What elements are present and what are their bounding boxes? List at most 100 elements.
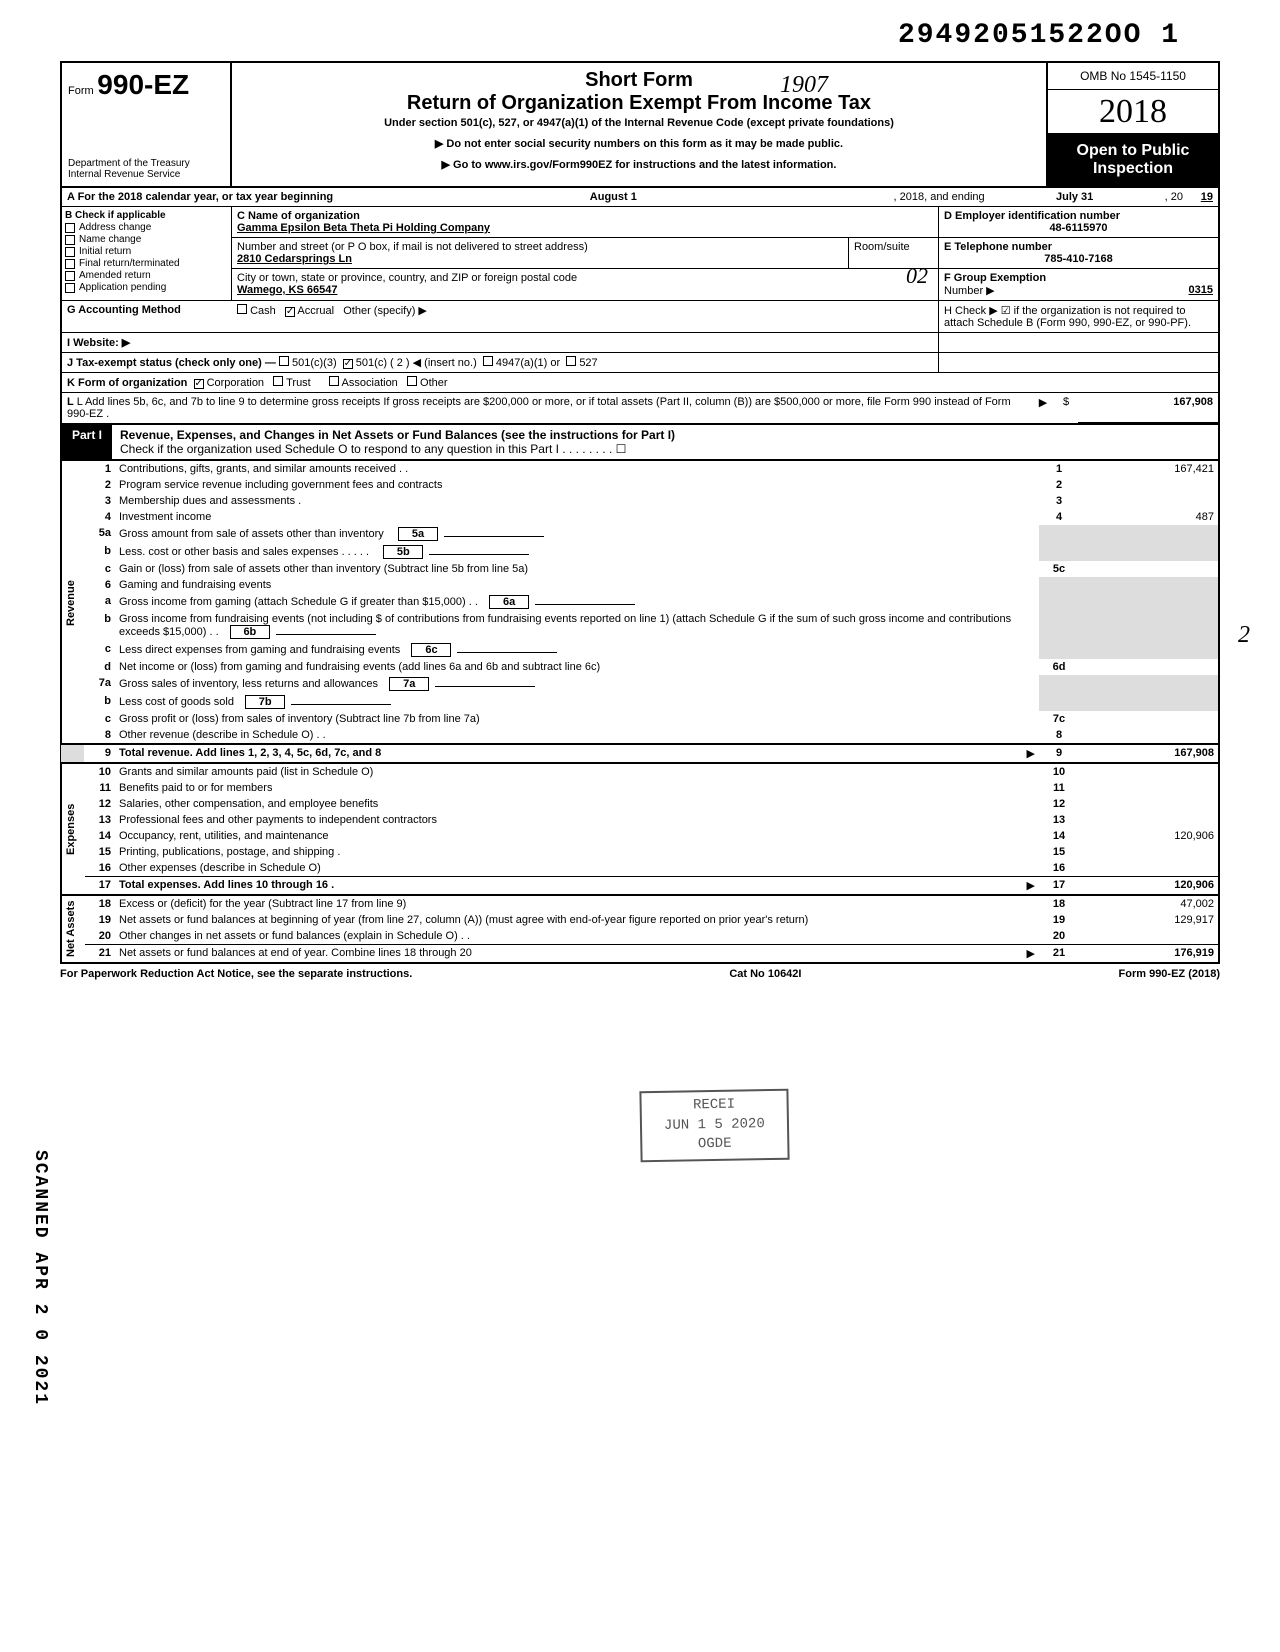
ln19-amt: 129,917 (1079, 912, 1219, 928)
cb-trust[interactable] (273, 376, 283, 386)
omb-number: OMB No 1545-1150 (1048, 63, 1218, 90)
section-a: A For the 2018 calendar year, or tax yea… (60, 188, 1220, 425)
header-right: OMB No 1545-1150 2018 Open to Public Ins… (1048, 63, 1218, 186)
cb-501c[interactable] (343, 359, 353, 369)
ln17-amt: 120,906 (1079, 877, 1219, 896)
cb-address-change[interactable] (65, 223, 75, 233)
ln11-amt (1079, 780, 1219, 796)
g-other: Other (specify) ▶ (343, 305, 427, 317)
cb-527[interactable] (566, 356, 576, 366)
ln13-text: Professional fees and other payments to … (115, 812, 1039, 828)
c-label: C Name of organization (237, 210, 360, 222)
ln18-box: 18 (1039, 895, 1079, 912)
ln5b-ibox: 5b (383, 545, 423, 559)
ln21-box: 21 (1039, 945, 1079, 964)
cb-label-0: Address change (79, 222, 151, 233)
ln2-no: 2 (85, 477, 115, 493)
cb-initial-return[interactable] (65, 247, 75, 257)
ln6-text: Gaming and fundraising events (115, 577, 1039, 593)
ln6d-amt (1079, 659, 1219, 675)
cb-other[interactable] (407, 376, 417, 386)
ln14-no: 14 (85, 828, 115, 844)
part-1-title: Revenue, Expenses, and Changes in Net As… (120, 428, 675, 442)
ln20-text: Other changes in net assets or fund bala… (115, 928, 1039, 945)
ln18-amt: 47,002 (1079, 895, 1219, 912)
street-value: 2810 Cedarsprings Ln (237, 253, 352, 265)
ln14-amt: 120,906 (1079, 828, 1219, 844)
ln3-box: 3 (1039, 493, 1079, 509)
side-netassets: Net Assets (61, 895, 85, 963)
ln17-text: Total expenses. Add lines 10 through 16 … (119, 879, 334, 891)
cb-amended[interactable] (65, 271, 75, 281)
ln11-text: Benefits paid to or for members (115, 780, 1039, 796)
top-barcode-number: 29492051522OO 1 (60, 20, 1220, 51)
ln4-text: Investment income (115, 509, 1039, 525)
j-a1: 4947(a)(1) or (496, 357, 560, 369)
ln5a-text: Gross amount from sale of assets other t… (119, 528, 384, 540)
lines-table: Revenue 1 Contributions, gifts, grants, … (60, 461, 1220, 964)
ln7b-ibox: 7b (245, 695, 285, 709)
short-form-label: Short Form (242, 69, 1036, 92)
ln7b-no: b (85, 693, 115, 711)
cb-assoc[interactable] (329, 376, 339, 386)
ln1-no: 1 (85, 461, 115, 477)
cb-label-2: Initial return (79, 246, 131, 257)
ln7c-box: 7c (1039, 711, 1079, 727)
ln6a-ibox: 6a (489, 595, 529, 609)
ln21-arrow: ▶ (1027, 947, 1035, 960)
ln7a-text: Gross sales of inventory, less returns a… (119, 678, 378, 690)
dept-label: Department of the Treasury Internal Reve… (68, 158, 224, 180)
form-number: 990-EZ (97, 69, 189, 100)
ln20-amt (1079, 928, 1219, 945)
cb-501c3[interactable] (279, 356, 289, 366)
ln4-amt: 487 (1079, 509, 1219, 525)
ln13-no: 13 (85, 812, 115, 828)
cb-app-pending[interactable] (65, 283, 75, 293)
k-other: Other (420, 377, 448, 389)
part-1-tab: Part I (62, 425, 112, 459)
ln6c-text: Less direct expenses from gaming and fun… (119, 644, 400, 656)
ln9-amt: 167,908 (1079, 744, 1219, 763)
ln16-box: 16 (1039, 860, 1079, 877)
ln9-arrow: ▶ (1027, 747, 1035, 760)
cb-label-5: Application pending (79, 282, 166, 293)
d-label: D Employer identification number (944, 210, 1120, 222)
ln10-no: 10 (85, 763, 115, 780)
cb-cash[interactable] (237, 304, 247, 314)
ln6-no: 6 (85, 577, 115, 593)
ln16-text: Other expenses (describe in Schedule O) (115, 860, 1039, 877)
cb-label-4: Amended return (79, 270, 151, 281)
line-a-begin: August 1 (333, 191, 893, 203)
ln16-amt (1079, 860, 1219, 877)
ln17-no: 17 (85, 877, 115, 896)
ln5c-no: c (85, 561, 115, 577)
ln9-box: 9 (1039, 744, 1079, 763)
street-label: Number and street (or P O box, if mail i… (237, 241, 588, 253)
ln1-box: 1 (1039, 461, 1079, 477)
ln2-amt (1079, 477, 1219, 493)
cb-final-return[interactable] (65, 259, 75, 269)
form-header: Form 990-EZ Department of the Treasury I… (60, 61, 1220, 188)
cb-corp[interactable] (194, 379, 204, 389)
ln13-amt (1079, 812, 1219, 828)
year-text: 2018 (1099, 93, 1167, 130)
ln15-no: 15 (85, 844, 115, 860)
cb-name-change[interactable] (65, 235, 75, 245)
ln7c-amt (1079, 711, 1219, 727)
org-name: Gamma Epsilon Beta Theta Pi Holding Comp… (237, 222, 490, 234)
header-note-1: ▶ Do not enter social security numbers o… (242, 137, 1036, 150)
cb-accrual[interactable] (285, 307, 295, 317)
ln5c-box: 5c (1039, 561, 1079, 577)
scanned-stamp: SCANNED APR 2 0 2021 (30, 1150, 50, 1406)
ln12-box: 12 (1039, 796, 1079, 812)
ln15-text: Printing, publications, postage, and shi… (115, 844, 1039, 860)
ln20-box: 20 (1039, 928, 1079, 945)
ln15-amt (1079, 844, 1219, 860)
cb-label-1: Name change (79, 234, 141, 245)
f-value: 0315 (1189, 284, 1213, 296)
cb-label-3: Final return/terminated (79, 258, 180, 269)
ln5c-text: Gain or (loss) from sale of assets other… (115, 561, 1039, 577)
cb-4947[interactable] (483, 356, 493, 366)
ln6d-no: d (85, 659, 115, 675)
k-corp: Corporation (207, 377, 264, 389)
